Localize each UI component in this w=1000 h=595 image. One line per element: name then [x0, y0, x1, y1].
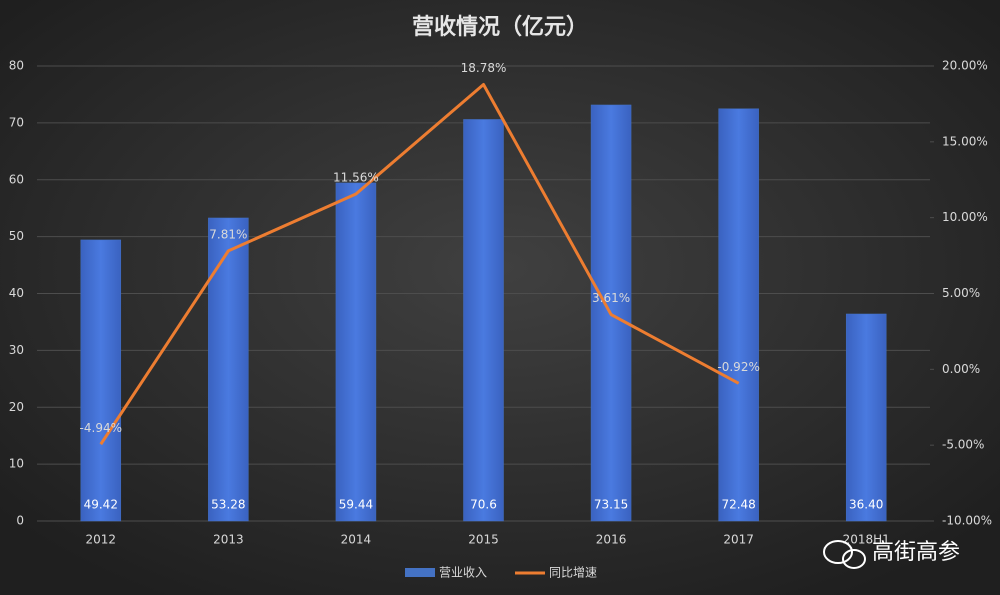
y2-tick-label: 10.00% — [942, 210, 988, 224]
x-tick-label: 2017 — [723, 533, 754, 547]
bar — [463, 119, 504, 522]
y-tick-label: 0 — [16, 514, 24, 528]
watermark: 高街高参 — [872, 540, 960, 565]
y2-tick-label: 20.00% — [942, 59, 988, 73]
line-value-label: -4.94% — [80, 421, 122, 435]
watermark-icon — [823, 540, 866, 569]
y-tick-label: 70 — [9, 115, 24, 129]
x-tick-label: 2015 — [468, 533, 499, 547]
bar-value-label: 72.48 — [721, 498, 755, 512]
y-tick-label: 10 — [9, 457, 24, 471]
legend-label: 营业收入 — [439, 566, 487, 580]
y2-tick-label: 0.00% — [942, 362, 980, 376]
line-value-label: 3.61% — [592, 291, 630, 305]
y2-tick-label: -5.00% — [942, 438, 984, 452]
bar — [335, 182, 377, 522]
x-tick-label: 2014 — [341, 533, 372, 547]
bar-value-label: 73.15 — [594, 498, 628, 512]
y2-tick-label: 15.00% — [942, 134, 988, 148]
bar-value-label: 70.6 — [470, 498, 497, 512]
bar-value-label: 59.44 — [339, 498, 373, 512]
bar — [590, 104, 632, 522]
y-tick-label: 20 — [9, 400, 24, 414]
y-tick-label: 40 — [9, 286, 24, 300]
bar — [80, 239, 122, 522]
bar-value-label: 53.28 — [211, 498, 245, 512]
y-tick-label: 60 — [9, 172, 24, 186]
bar — [845, 313, 887, 522]
y-tick-label: 80 — [9, 59, 24, 73]
x-tick-label: 2018H1 — [843, 533, 890, 547]
bar-value-label: 36.40 — [849, 498, 883, 512]
line — [99, 83, 740, 446]
chart-title: 营收情况（亿元） — [412, 14, 588, 40]
y2-tick-label: 5.00% — [942, 286, 980, 300]
x-tick-label: 2013 — [213, 533, 244, 547]
line-value-label: 7.81% — [209, 227, 247, 241]
x-tick-label: 2016 — [596, 533, 627, 547]
y-tick-label: 30 — [9, 343, 24, 357]
y2-tick-label: -10.00% — [942, 514, 992, 528]
bar — [718, 108, 759, 522]
bar — [208, 217, 249, 522]
line-value-label: -0.92% — [717, 360, 759, 374]
line-value-label: 18.78% — [461, 61, 507, 75]
y-tick-label: 50 — [9, 229, 24, 243]
x-tick-label: 2012 — [86, 533, 117, 547]
legend-swatch — [405, 568, 435, 577]
line-value-label: 11.56% — [333, 171, 379, 185]
legend-label: 同比增速 — [549, 566, 597, 580]
bar-value-label: 49.42 — [84, 498, 118, 512]
